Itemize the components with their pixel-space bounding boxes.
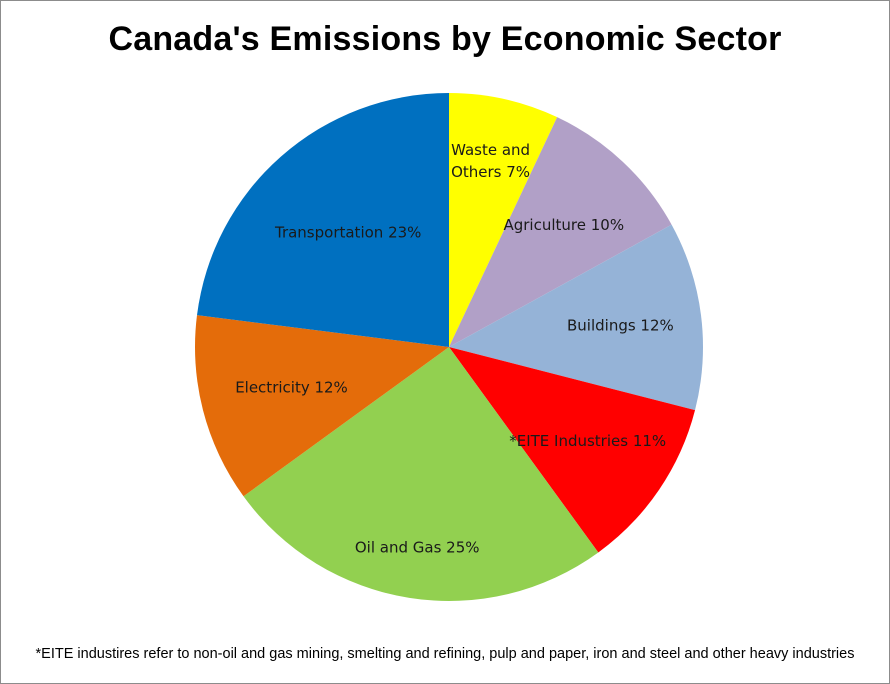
slice-label-line: Oil and Gas 25% [355,539,480,557]
slice-label: Agriculture 10% [503,216,624,234]
pie-slice [449,224,704,411]
pie-slice [449,117,672,347]
chart-footnote: *EITE industires refer to non-oil and ga… [35,646,855,662]
slice-label-line: Electricity 12% [235,378,348,396]
pie-slice [243,347,599,602]
slice-label-line: Transportation 23% [274,224,421,242]
slice-label-line: Agriculture 10% [503,216,624,234]
chart-title: Canada's Emissions by Economic Sector [108,20,782,58]
slice-label: Electricity 12% [235,378,348,396]
pie-slice [197,93,449,347]
slice-label-line: Buildings 12% [567,316,674,334]
slice-label: Buildings 12% [567,316,674,334]
slice-label: Oil and Gas 25% [355,539,480,557]
pie-slice [449,92,558,347]
slice-label: Waste and Others 7% [451,141,530,181]
slice-label-line: Waste and [451,141,530,159]
pie-slice [194,315,449,497]
slice-label-line: Others 7% [451,163,530,181]
slice-label: *EITE Industries 11% [509,432,666,450]
pie-labels: Waste and Others 7% Agriculture 10% Buildin… [235,141,674,557]
slice-label: Transportation 23% [274,224,421,242]
pie-slices [194,92,704,602]
pie-slice [449,347,696,553]
slice-label-line: *EITE Industries 11% [509,432,666,450]
